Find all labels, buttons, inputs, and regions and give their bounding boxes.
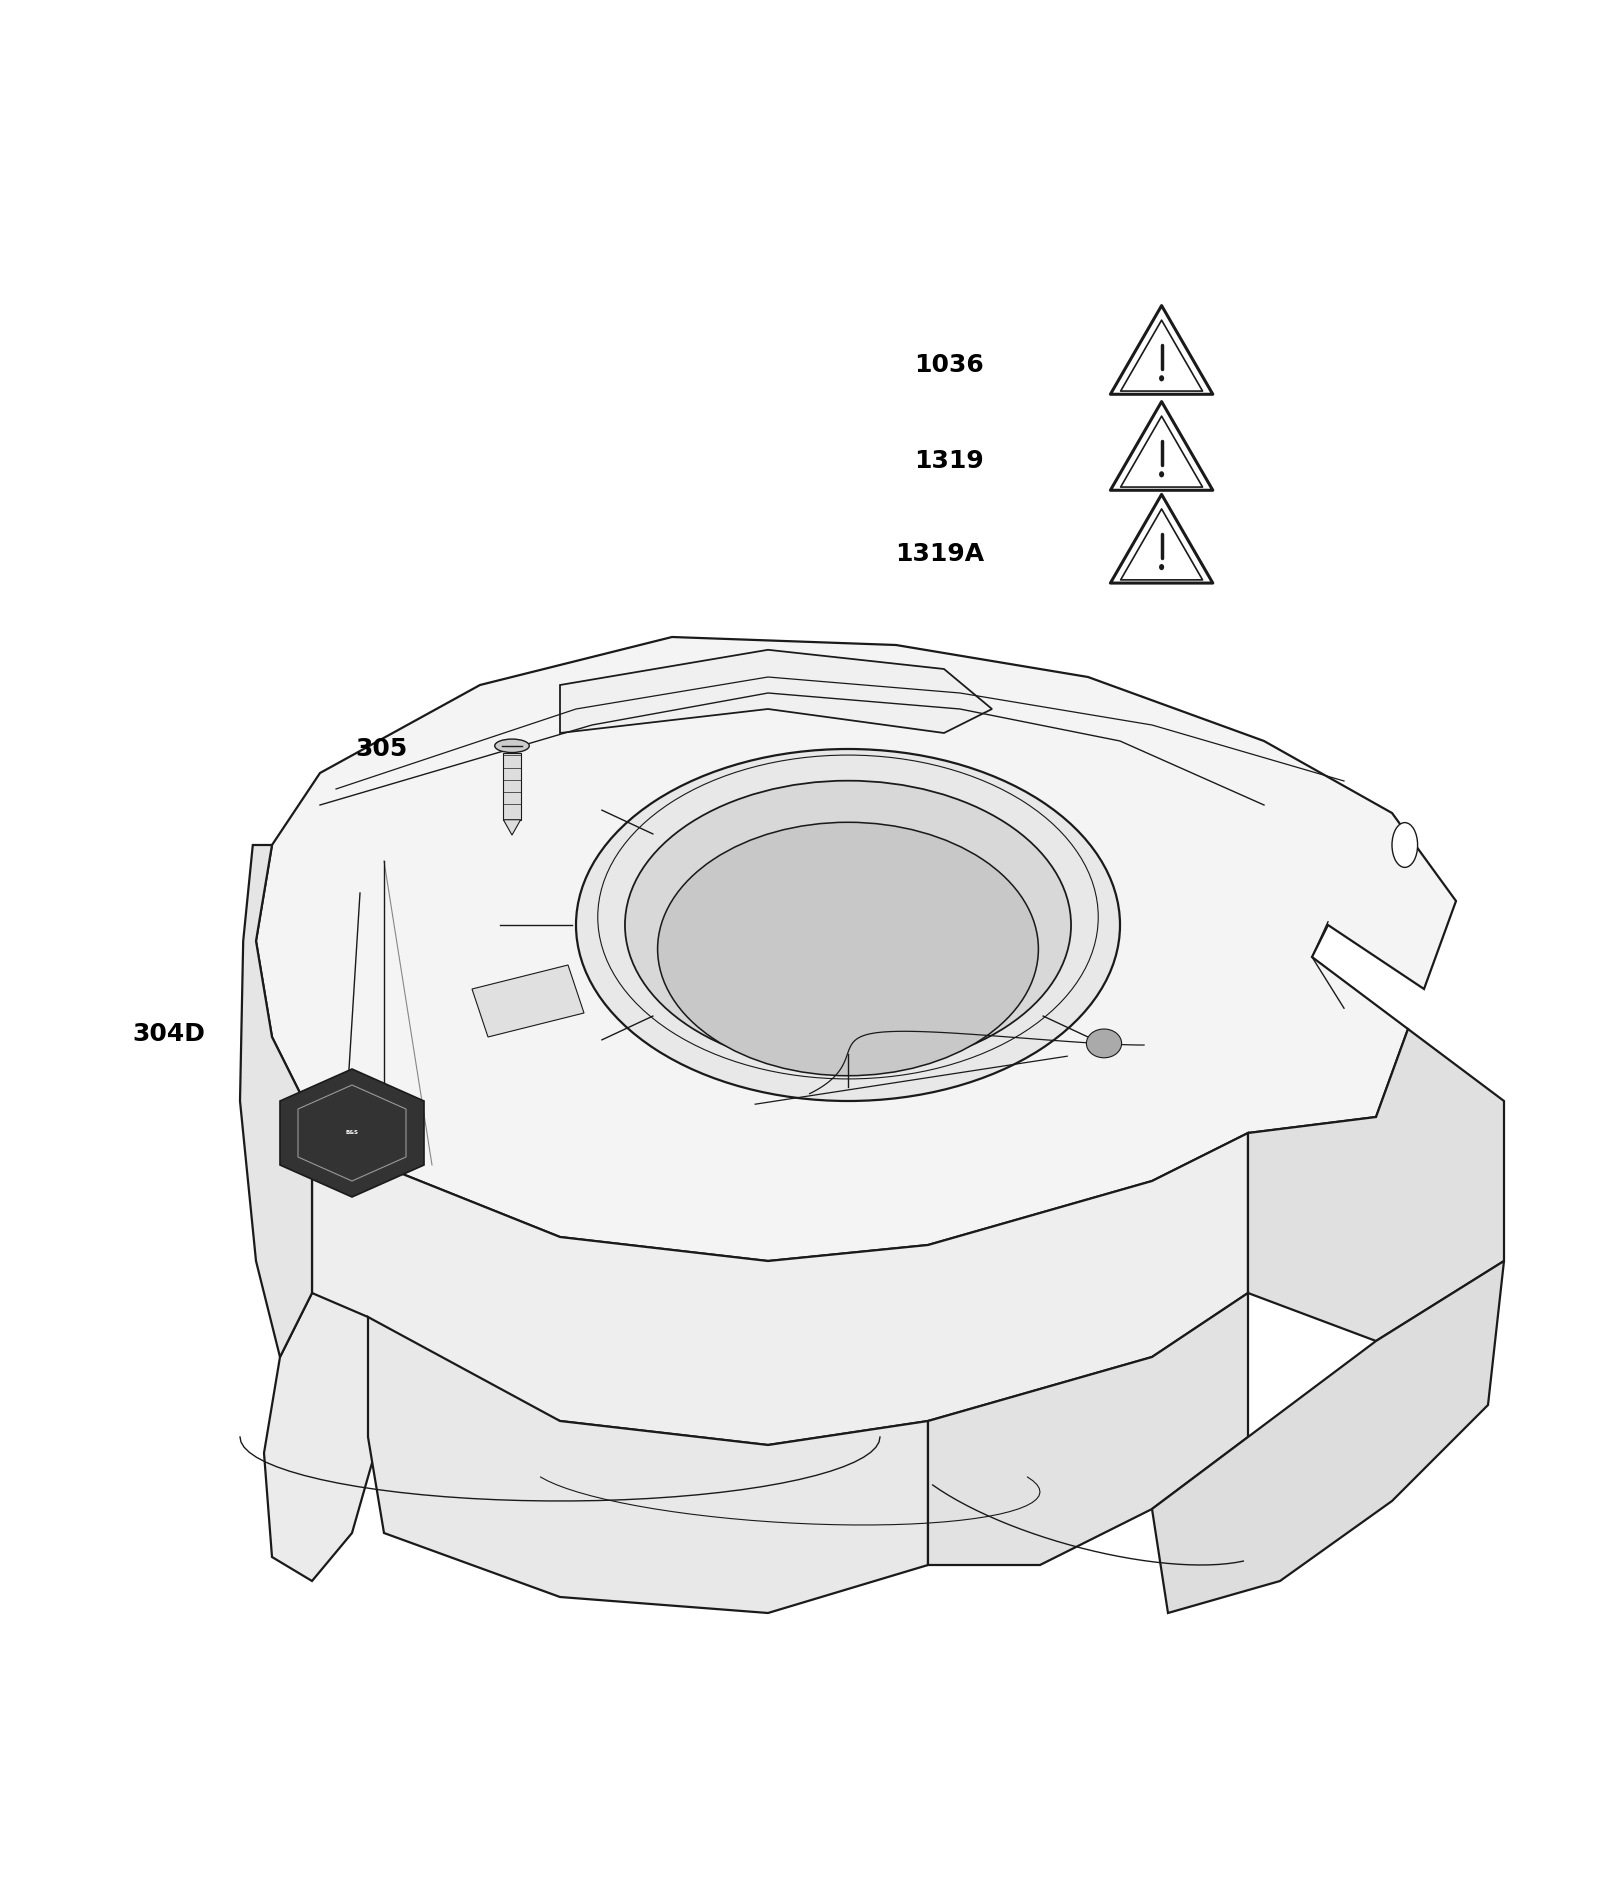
Text: 305: 305 xyxy=(355,738,408,760)
Polygon shape xyxy=(928,1293,1248,1566)
Polygon shape xyxy=(280,1069,424,1197)
Ellipse shape xyxy=(1158,470,1165,478)
Text: 1319A: 1319A xyxy=(894,542,984,566)
Polygon shape xyxy=(504,821,520,836)
Polygon shape xyxy=(240,845,312,1357)
Polygon shape xyxy=(1110,305,1213,393)
Polygon shape xyxy=(1248,1029,1504,1342)
FancyBboxPatch shape xyxy=(504,753,520,821)
Polygon shape xyxy=(472,965,584,1037)
Text: 1036: 1036 xyxy=(914,354,984,376)
Polygon shape xyxy=(256,636,1456,1261)
Ellipse shape xyxy=(1158,375,1165,382)
Polygon shape xyxy=(368,1317,928,1613)
Polygon shape xyxy=(1152,1261,1504,1613)
Polygon shape xyxy=(1110,495,1213,583)
Polygon shape xyxy=(264,1293,384,1581)
Ellipse shape xyxy=(1392,822,1418,868)
Polygon shape xyxy=(560,649,992,732)
Ellipse shape xyxy=(1086,1029,1122,1058)
Ellipse shape xyxy=(626,781,1070,1069)
Text: B&S: B&S xyxy=(346,1131,358,1135)
Ellipse shape xyxy=(576,749,1120,1101)
Text: 1319: 1319 xyxy=(914,450,984,472)
Text: 304D: 304D xyxy=(133,1022,206,1046)
Ellipse shape xyxy=(658,822,1038,1077)
Ellipse shape xyxy=(494,740,530,753)
Polygon shape xyxy=(1110,401,1213,491)
Ellipse shape xyxy=(1158,565,1165,570)
Polygon shape xyxy=(312,1118,1248,1445)
